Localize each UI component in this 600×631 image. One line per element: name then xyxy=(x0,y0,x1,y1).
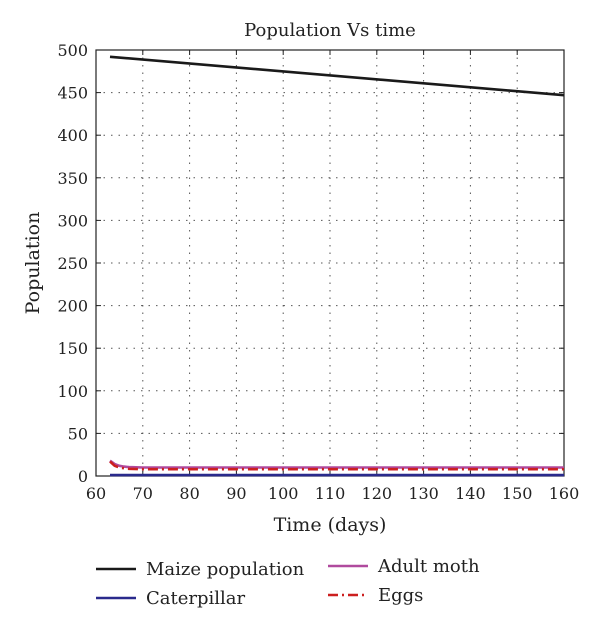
series-lines xyxy=(109,55,565,477)
x-tick-label: 90 xyxy=(226,484,246,503)
series-line-adult-moth xyxy=(109,459,564,469)
series-line-maize-population xyxy=(109,55,565,97)
x-tick-label: 80 xyxy=(179,484,199,503)
x-tick-label: 120 xyxy=(362,484,393,503)
y-tick-label: 450 xyxy=(57,84,88,103)
legend-label-eggs: Eggs xyxy=(378,585,423,606)
x-tick-label: 110 xyxy=(315,484,346,503)
legend-label-adult-moth: Adult moth xyxy=(377,556,480,577)
x-tick-label: 100 xyxy=(268,484,299,503)
x-tick-label: 150 xyxy=(502,484,533,503)
x-tick-label: 130 xyxy=(408,484,439,503)
grid-lines xyxy=(96,50,564,476)
y-tick-label: 150 xyxy=(57,339,88,358)
y-tick-label: 500 xyxy=(57,41,88,60)
x-axis-label: Time (days) xyxy=(274,514,387,536)
chart-title: Population Vs time xyxy=(244,20,416,41)
legend-label-caterpillar: Caterpillar xyxy=(146,588,246,609)
y-tick-label: 300 xyxy=(57,211,88,230)
y-tick-label: 400 xyxy=(57,126,88,145)
y-axis-label: Population xyxy=(22,212,44,315)
y-tick-label: 100 xyxy=(57,382,88,401)
x-tick-label: 160 xyxy=(549,484,580,503)
y-tick-label: 350 xyxy=(57,169,88,188)
y-tick-label: 0 xyxy=(78,467,88,486)
legend: Maize population Caterpillar Adult moth Egg… xyxy=(96,556,480,609)
legend-label-maize-population: Maize population xyxy=(146,559,305,580)
axis-ticks: 60 70 80 90 100 110 120 130 140 150 160 0 50 100 150 20… xyxy=(57,41,579,503)
x-tick-label: 60 xyxy=(86,484,106,503)
y-tick-label: 50 xyxy=(68,424,88,443)
y-tick-label: 250 xyxy=(57,254,88,273)
y-tick-label: 200 xyxy=(57,297,88,316)
x-tick-label: 70 xyxy=(133,484,153,503)
series-line-eggs xyxy=(109,460,564,471)
x-tick-label: 140 xyxy=(455,484,486,503)
